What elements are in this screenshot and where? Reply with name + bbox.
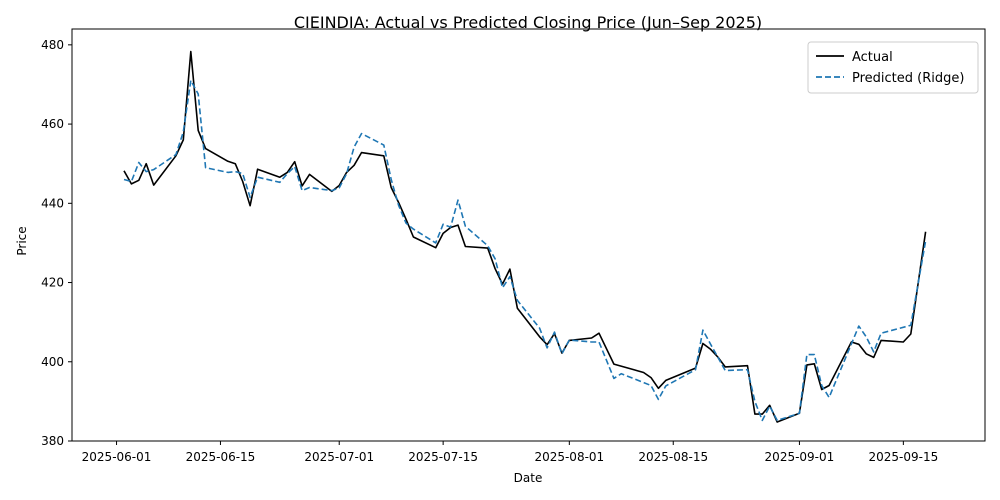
x-tick-label: 2025-07-01 — [304, 450, 374, 464]
legend-box — [807, 41, 979, 94]
y-tick-label: 440 — [41, 196, 64, 210]
legend-label-predicted: Predicted (Ridge) — [852, 71, 964, 86]
x-tick-label: 2025-09-01 — [765, 450, 835, 464]
x-tick-label: 2025-09-15 — [868, 450, 938, 464]
y-tick-label: 480 — [41, 38, 64, 52]
x-axis-label: Date — [514, 471, 543, 485]
plot-area — [123, 50, 927, 423]
x-tick-label: 2025-08-01 — [534, 450, 604, 464]
y-tick-label: 400 — [41, 355, 64, 369]
y-tick-label: 380 — [41, 434, 64, 448]
x-tick-label: 2025-08-15 — [638, 450, 708, 464]
x-tick-label: 2025-06-15 — [186, 450, 256, 464]
chart-title: CIEINDIA: Actual vs Predicted Closing Pr… — [294, 13, 762, 32]
x-tick-label: 2025-07-15 — [408, 450, 478, 464]
axes-frame — [71, 28, 986, 442]
axis-ticks: 2025-06-01 2025-06-15 2025-07-01 2025-07-15… — [41, 38, 938, 464]
y-tick-label: 460 — [41, 117, 64, 131]
legend-label-actual: Actual — [852, 50, 893, 65]
y-axis-label: Price — [15, 226, 29, 255]
y-tick-label: 420 — [41, 276, 64, 290]
x-tick-label: 2025-06-01 — [82, 450, 152, 464]
legend: Actual Predicted (Ridge) — [807, 41, 979, 94]
series-line-predicted — [123, 79, 927, 422]
